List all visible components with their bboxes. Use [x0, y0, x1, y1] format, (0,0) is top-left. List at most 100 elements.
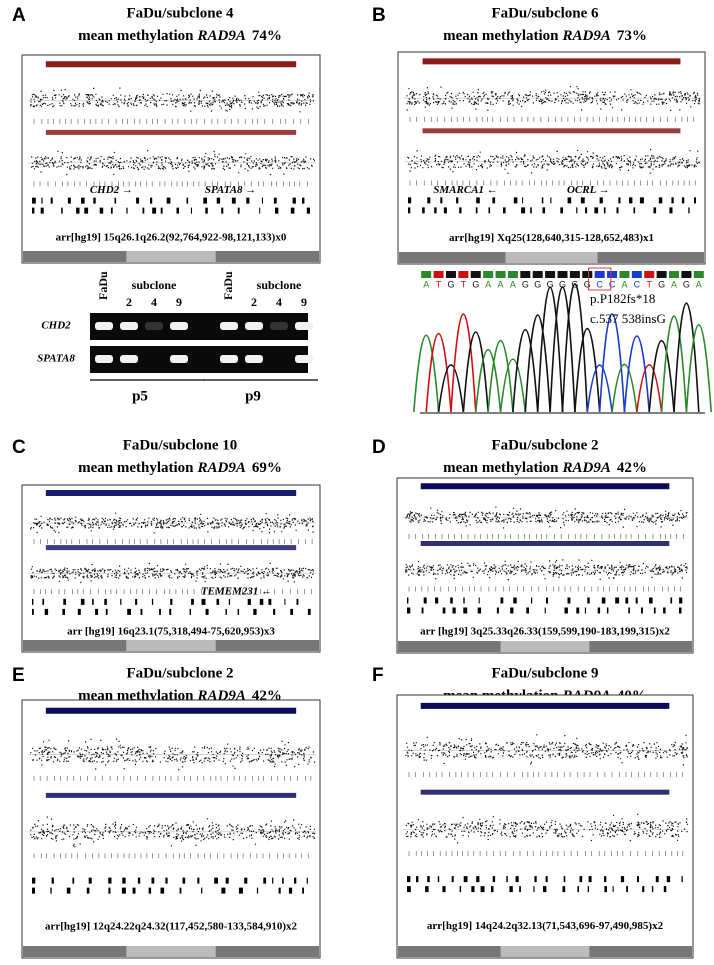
- base-box: [569, 271, 580, 278]
- probe-ticks: [33, 539, 313, 545]
- band: [120, 322, 138, 330]
- karyotype: arr[hg19] Xq25(128,640,315-128,652,483)x…: [449, 232, 654, 244]
- panel-subtitle: mean methylation RAD9A 69%: [78, 460, 282, 476]
- browser-frame: [396, 477, 694, 654]
- peak: [660, 315, 688, 413]
- panel-subtitle: mean methylation RAD9A 73%: [443, 28, 647, 44]
- karyotype: arr[hg19] 15q26.1q26.2(92,764,922-98,121…: [56, 232, 287, 244]
- base: T: [646, 279, 652, 289]
- base-box: [644, 271, 655, 278]
- base-box: [607, 271, 618, 278]
- base: A: [485, 279, 491, 289]
- base-box: [545, 271, 556, 278]
- base-box: [594, 271, 605, 278]
- base-box: [532, 271, 543, 278]
- browser-frame: [21, 699, 321, 959]
- peak: [437, 364, 465, 413]
- base-box: [421, 271, 432, 278]
- probe-ticks: [408, 534, 684, 539]
- subtitle-part: RAD9A: [197, 460, 246, 476]
- base: G: [472, 279, 479, 289]
- cnv-bar: [45, 490, 297, 497]
- panel-title: FaDu/subclone 6: [491, 5, 599, 21]
- base-box: [520, 271, 531, 278]
- subtitle-part: mean methylation: [443, 28, 559, 44]
- cnv-bar: [420, 483, 670, 490]
- cnv-bar: [420, 702, 670, 709]
- peak: [586, 364, 613, 413]
- base-box: [681, 271, 692, 278]
- peak: [499, 358, 527, 413]
- base: T: [436, 279, 442, 289]
- peak: [611, 363, 638, 413]
- lane-label: 4: [276, 295, 282, 309]
- subtitle-part: 69%: [252, 460, 282, 476]
- karyotype: arr[hg19] 14q24.2q32.13(71,543,696-97,49…: [427, 920, 664, 932]
- probe-ticks: [33, 853, 309, 859]
- band: [170, 355, 188, 363]
- subtitle-part: 42%: [617, 460, 647, 476]
- cnv-bar: [422, 128, 681, 134]
- lane-label: 4: [151, 295, 157, 309]
- lane-label: 2: [251, 295, 257, 309]
- base-box: [483, 271, 494, 278]
- base: A: [671, 279, 677, 289]
- band: [295, 322, 313, 330]
- base: G: [447, 279, 454, 289]
- base: A: [498, 279, 504, 289]
- panel-title: FaDu/subclone 2: [491, 437, 598, 453]
- base-box: [582, 271, 593, 278]
- peak: [673, 302, 700, 413]
- panel-subtitle: mean methylation RAD9A 42%: [443, 460, 647, 476]
- probe-ticks: [409, 116, 695, 122]
- peak: [636, 364, 663, 413]
- row-label: SPATA8: [37, 353, 75, 365]
- cnv-bar: [45, 61, 297, 68]
- band: [220, 355, 238, 363]
- lane-label: 9: [176, 295, 182, 309]
- base: A: [423, 279, 429, 289]
- band: [295, 355, 313, 363]
- probe-ticks: [33, 775, 312, 781]
- panel-letter: E: [12, 665, 25, 686]
- ruler-light: [126, 640, 216, 651]
- peak: [536, 286, 564, 413]
- probe-ticks: [33, 589, 312, 595]
- subtitle-part: RAD9A: [562, 28, 611, 44]
- probe-dots: [406, 86, 701, 111]
- panel-title: FaDu/subclone 4: [126, 5, 234, 21]
- panel-letter: D: [372, 437, 386, 458]
- cnv-bar: [45, 545, 297, 551]
- peak: [512, 328, 539, 413]
- base: T: [461, 279, 467, 289]
- ruler-light: [505, 252, 598, 263]
- probe-dots: [407, 148, 701, 174]
- gene-label: TEMEM231 ←: [201, 585, 272, 597]
- panel-letter: B: [372, 5, 386, 26]
- base: A: [510, 279, 516, 289]
- base-box: [470, 271, 481, 278]
- base-box: [631, 271, 642, 278]
- probe-dots: [30, 562, 314, 584]
- base-box: [669, 271, 680, 278]
- panel-letter: A: [12, 5, 26, 26]
- probe-ticks: [408, 586, 681, 592]
- band: [245, 322, 263, 330]
- karyotype: arr [hg19] 3q25.33q26.33(159,599,190-183…: [420, 626, 670, 638]
- probe-ticks: [409, 180, 696, 186]
- passage-label: p5: [132, 388, 148, 404]
- panel-letter: C: [12, 437, 26, 458]
- browser-frame: [21, 54, 321, 264]
- panel-subtitle: mean methylation RAD9A 74%: [78, 28, 282, 44]
- probe-ticks: [408, 851, 684, 857]
- base: G: [534, 279, 541, 289]
- band: [95, 355, 113, 363]
- gene-label: CHD2 →: [90, 184, 133, 196]
- band: [245, 355, 263, 363]
- band: [170, 322, 188, 330]
- row-label: CHD2: [41, 320, 71, 332]
- peak: [450, 313, 477, 413]
- probe-ticks: [33, 181, 308, 187]
- base-box: [507, 271, 518, 278]
